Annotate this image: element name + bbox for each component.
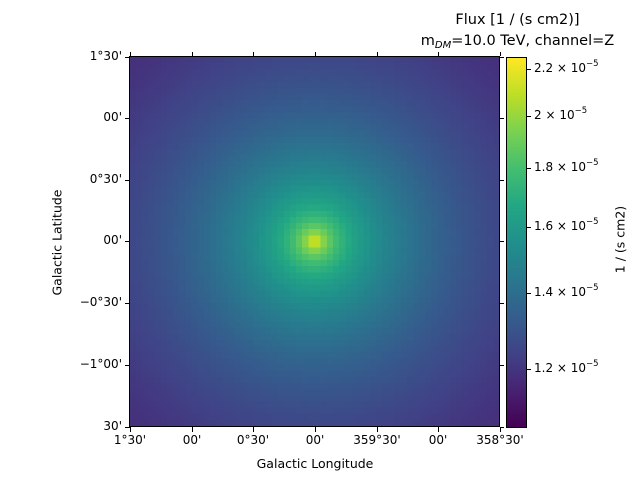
colorbar-tick-mark — [527, 369, 531, 370]
colorbar-tick-label: 1.8 × 10−5 — [534, 158, 599, 174]
x-tick-mark-top — [500, 52, 501, 56]
x-tick-mark — [377, 427, 378, 432]
x-tick-label: 0°30' — [236, 433, 270, 447]
y-tick-label: −1°00' — [79, 357, 122, 371]
colorbar-tick-mark — [527, 116, 531, 117]
y-tick-mark — [125, 57, 130, 58]
x-tick-label: 359°30' — [353, 433, 401, 447]
title-line-2: mDM=10.0 TeV, channel=Z — [420, 33, 615, 51]
colorbar-tick-label: 1.6 × 10−5 — [534, 217, 599, 233]
colorbar-frame — [506, 57, 527, 428]
y-tick-mark — [125, 118, 130, 119]
x-tick-mark — [192, 427, 193, 432]
x-tick-mark-top — [192, 52, 193, 56]
x-tick-mark-top — [377, 52, 378, 56]
y-tick-mark-right — [500, 241, 504, 242]
y-tick-mark-right — [500, 118, 504, 119]
x-tick-label: 1°30' — [113, 433, 147, 447]
colorbar-gradient — [507, 58, 526, 427]
y-tick-mark-right — [500, 180, 504, 181]
y-tick-label: 1°30' — [89, 49, 122, 63]
colorbar-label: 1 / (s cm2) — [612, 205, 628, 274]
x-tick-label: 00' — [305, 433, 325, 447]
colorbar-tick-label: 2.2 × 10−5 — [534, 59, 599, 75]
colorbar-tick-label: 2 × 10−5 — [534, 106, 588, 122]
colorbar-tick-label: 1.2 × 10−5 — [534, 359, 599, 375]
title-line-1: Flux [1 / (s cm2)] — [455, 12, 580, 28]
y-tick-label: 30' — [103, 419, 122, 433]
colorbar-tick-mark — [527, 293, 531, 294]
y-tick-label: 00' — [103, 110, 122, 124]
figure-title: Flux [1 / (s cm2)] mDM=10.0 TeV, channel… — [395, 10, 640, 56]
x-tick-mark — [438, 427, 439, 432]
y-tick-mark-right — [500, 365, 504, 366]
plot-area-frame — [129, 56, 500, 427]
x-tick-mark-top — [253, 52, 254, 56]
x-tick-mark — [253, 427, 254, 432]
x-tick-mark — [315, 427, 316, 432]
x-tick-label: 358°30' — [476, 433, 524, 447]
x-tick-mark — [130, 427, 131, 432]
x-tick-mark-top — [438, 52, 439, 56]
y-tick-mark-right — [500, 303, 504, 304]
colorbar-tick-mark — [527, 168, 531, 169]
y-tick-mark — [125, 427, 130, 428]
y-tick-mark-right — [500, 427, 504, 428]
x-tick-label: 00' — [428, 433, 448, 447]
y-tick-label: 00' — [103, 233, 122, 247]
y-tick-mark — [125, 241, 130, 242]
x-axis-label: Galactic Longitude — [256, 456, 374, 471]
y-tick-mark-right — [500, 57, 504, 58]
y-tick-label: −0°30' — [79, 295, 122, 309]
y-tick-label: 0°30' — [89, 172, 122, 186]
y-tick-mark — [125, 303, 130, 304]
y-tick-mark — [125, 180, 130, 181]
y-tick-mark — [125, 365, 130, 366]
colorbar-tick-mark — [527, 227, 531, 228]
flux-heatmap — [130, 57, 499, 426]
x-tick-label: 00' — [182, 433, 202, 447]
x-tick-mark-top — [315, 52, 316, 56]
x-tick-mark-top — [130, 52, 131, 56]
y-axis-label: Galactic Latitude — [49, 189, 65, 296]
colorbar-tick-label: 1.4 × 10−5 — [534, 283, 599, 299]
colorbar-tick-mark — [527, 69, 531, 70]
x-tick-mark — [500, 427, 501, 432]
